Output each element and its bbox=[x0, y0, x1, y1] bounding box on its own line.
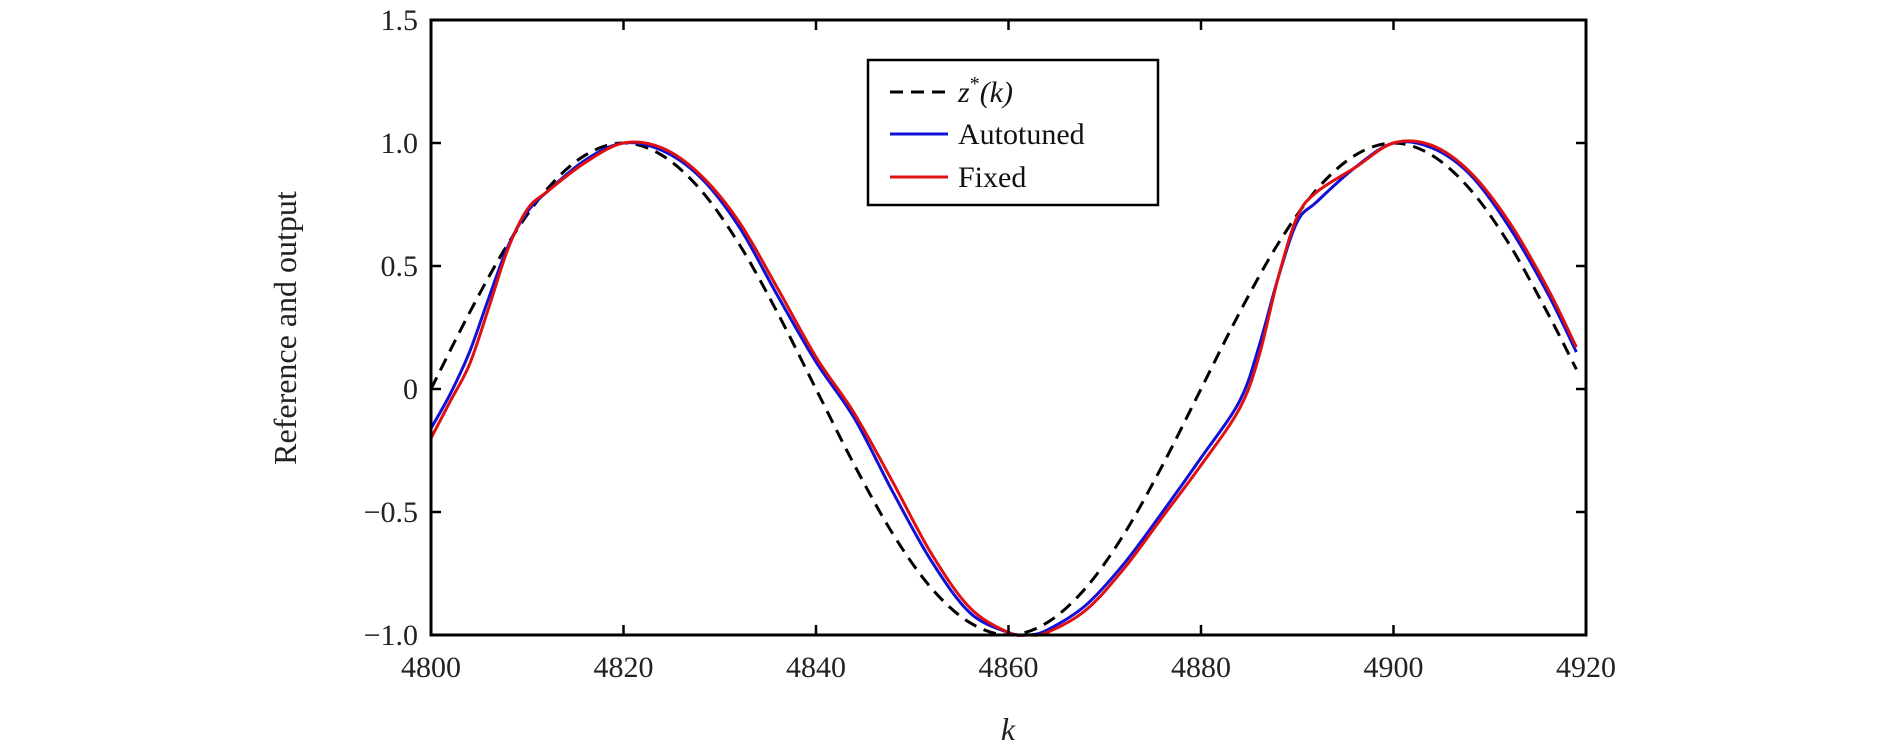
series-reference bbox=[429, 141, 1578, 637]
x-tick-label: 4920 bbox=[1556, 651, 1616, 684]
y-tick-label: 1.5 bbox=[381, 4, 419, 37]
y-tick-label: 1.0 bbox=[381, 127, 419, 160]
y-tick-label: −1.0 bbox=[364, 619, 418, 652]
y-tick-label: 0 bbox=[403, 373, 418, 406]
y-tick-label: 0.5 bbox=[381, 250, 419, 283]
legend: z*(k) Autotuned Fixed bbox=[866, 58, 1160, 207]
series-autotuned bbox=[429, 140, 1578, 637]
series-fixed bbox=[429, 139, 1578, 637]
x-tick-label: 4860 bbox=[979, 651, 1039, 684]
series-layer bbox=[429, 139, 1578, 637]
legend-label-fixed: Fixed bbox=[958, 161, 1026, 194]
legend-label-reference-sup: * bbox=[970, 73, 980, 95]
tick-layer: 4800 4820 4840 4860 4880 4900 4920 −1.0 −0.5 0 0.5… bbox=[364, 4, 1616, 684]
legend-label-reference-main: z bbox=[957, 76, 970, 109]
x-tick-label: 4880 bbox=[1171, 651, 1231, 684]
x-tick-label: 4840 bbox=[786, 651, 846, 684]
x-tick-label: 4800 bbox=[401, 651, 461, 684]
y-axis-title: Reference and output bbox=[267, 191, 303, 465]
legend-label-reference: z*(k) bbox=[957, 73, 1013, 109]
x-tick-label: 4820 bbox=[594, 651, 654, 684]
y-tick-label: −0.5 bbox=[364, 496, 418, 529]
x-tick-label: 4900 bbox=[1364, 651, 1424, 684]
x-axis-title: k bbox=[1001, 711, 1016, 747]
legend-label-autotuned: Autotuned bbox=[958, 118, 1085, 151]
legend-label-reference-rest: (k) bbox=[980, 76, 1013, 109]
